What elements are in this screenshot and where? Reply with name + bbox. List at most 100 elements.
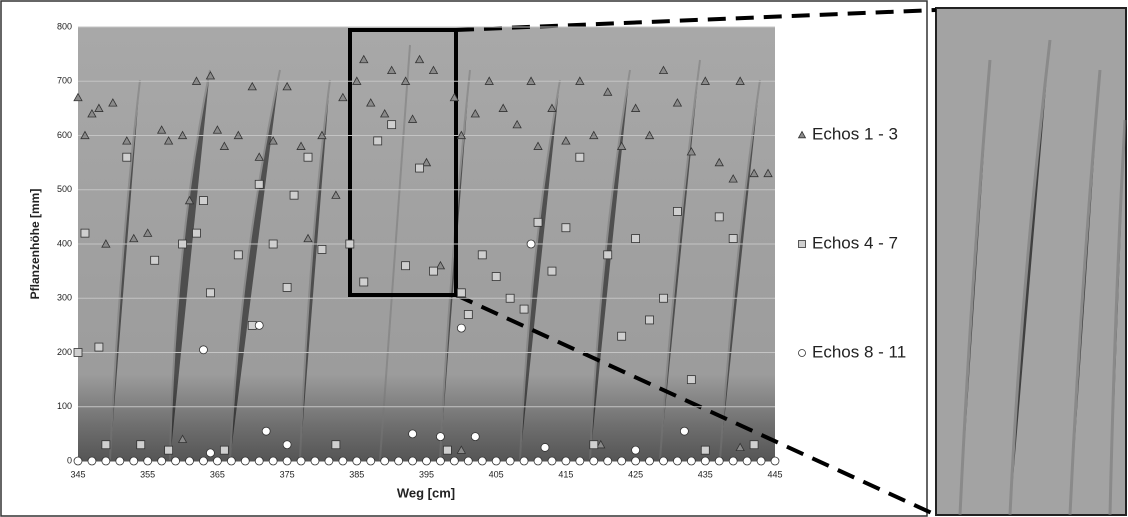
y-tick-label: 200 (57, 347, 72, 357)
triangle-marker (449, 92, 460, 102)
square-marker (575, 152, 585, 162)
triangle-marker (400, 76, 411, 85)
square-marker (714, 212, 724, 222)
circle-marker (324, 456, 334, 466)
square-marker (700, 445, 710, 455)
triangle-marker (247, 81, 257, 91)
square-marker (631, 234, 640, 243)
triangle-marker (470, 108, 480, 118)
circle-marker (199, 345, 208, 355)
triangle-marker (672, 98, 683, 107)
circle-marker (477, 456, 487, 466)
circle-marker (261, 426, 271, 436)
circle-marker (519, 456, 529, 466)
square-marker (373, 136, 383, 146)
circle-marker (310, 456, 320, 466)
circle-marker (394, 456, 404, 466)
x-tick-label: 375 (280, 469, 295, 479)
y-tick-label: 100 (57, 401, 72, 411)
square-marker (136, 440, 146, 450)
square-marker (505, 293, 515, 303)
legend-marker (797, 130, 807, 139)
triangle-marker (714, 157, 724, 167)
circle-marker (199, 456, 208, 466)
square-marker (673, 207, 682, 216)
triangle-marker (80, 130, 90, 140)
triangle-marker (735, 442, 745, 452)
circle-marker (547, 456, 557, 466)
triangle-marker (547, 103, 557, 112)
triangle-marker (498, 103, 508, 112)
triangle-marker (73, 92, 83, 102)
legend-label: Echos 1 - 3 (812, 124, 898, 143)
circle-marker (422, 456, 431, 466)
triangle-marker (129, 233, 139, 243)
square-marker (289, 190, 299, 200)
circle-marker (449, 456, 459, 466)
circle-marker (756, 456, 766, 466)
triangle-marker (122, 136, 132, 145)
y-tick-label: 700 (57, 76, 72, 86)
square-marker (463, 310, 473, 319)
triangle-marker (254, 152, 264, 161)
triangle-marker (177, 130, 188, 140)
square-marker (219, 445, 229, 455)
triangle-marker (296, 141, 306, 150)
triangle-marker (749, 168, 759, 178)
triangle-marker (380, 108, 390, 118)
y-tick-label: 400 (57, 238, 72, 248)
square-marker (101, 440, 111, 450)
square-marker (429, 266, 438, 276)
circle-marker (603, 456, 613, 466)
square-marker (401, 261, 410, 271)
circle-marker (436, 432, 445, 441)
x-tick-label: 425 (628, 469, 643, 479)
square-marker (233, 250, 243, 260)
triangle-marker (331, 190, 341, 199)
y-tick-label: 0 (67, 455, 72, 465)
circle-marker (456, 323, 466, 333)
circle-marker (526, 239, 536, 249)
square-marker (547, 266, 557, 276)
circle-marker (101, 456, 111, 466)
x-tick-label: 415 (558, 469, 573, 479)
triangle-marker (526, 76, 536, 85)
triangle-marker (177, 434, 188, 443)
triangle-marker (428, 65, 439, 74)
circle-marker (631, 456, 640, 466)
x-tick-label: 395 (419, 469, 434, 479)
circle-marker (561, 456, 571, 466)
circle-marker (673, 456, 682, 466)
circle-marker (282, 456, 292, 466)
square-marker (268, 239, 278, 249)
triangle-marker (219, 141, 230, 150)
triangle-marker (421, 157, 432, 167)
circle-marker (770, 456, 780, 466)
square-marker (443, 445, 452, 455)
square-marker (282, 282, 292, 292)
circle-marker (206, 448, 215, 458)
triangle-marker (735, 76, 745, 85)
triangle-marker (630, 103, 641, 112)
circle-marker (282, 440, 292, 450)
triangle-marker (728, 174, 738, 183)
triangle-marker (686, 146, 697, 156)
square-marker (150, 255, 160, 265)
triangle-marker (616, 141, 627, 150)
circle-marker (254, 320, 264, 330)
square-marker (491, 272, 501, 281)
square-marker (686, 375, 696, 385)
y-tick-label: 500 (57, 184, 72, 194)
triangle-marker (414, 54, 425, 64)
triangle-marker (366, 98, 376, 107)
square-marker (164, 445, 174, 455)
square-marker (80, 228, 90, 238)
square-marker (589, 440, 599, 450)
triangle-marker (456, 445, 467, 454)
circle-marker (575, 456, 585, 466)
triangle-marker (603, 87, 613, 96)
square-marker (749, 440, 759, 450)
zoom-box (348, 28, 458, 297)
circle-marker (533, 456, 543, 466)
circle-marker (338, 456, 348, 466)
